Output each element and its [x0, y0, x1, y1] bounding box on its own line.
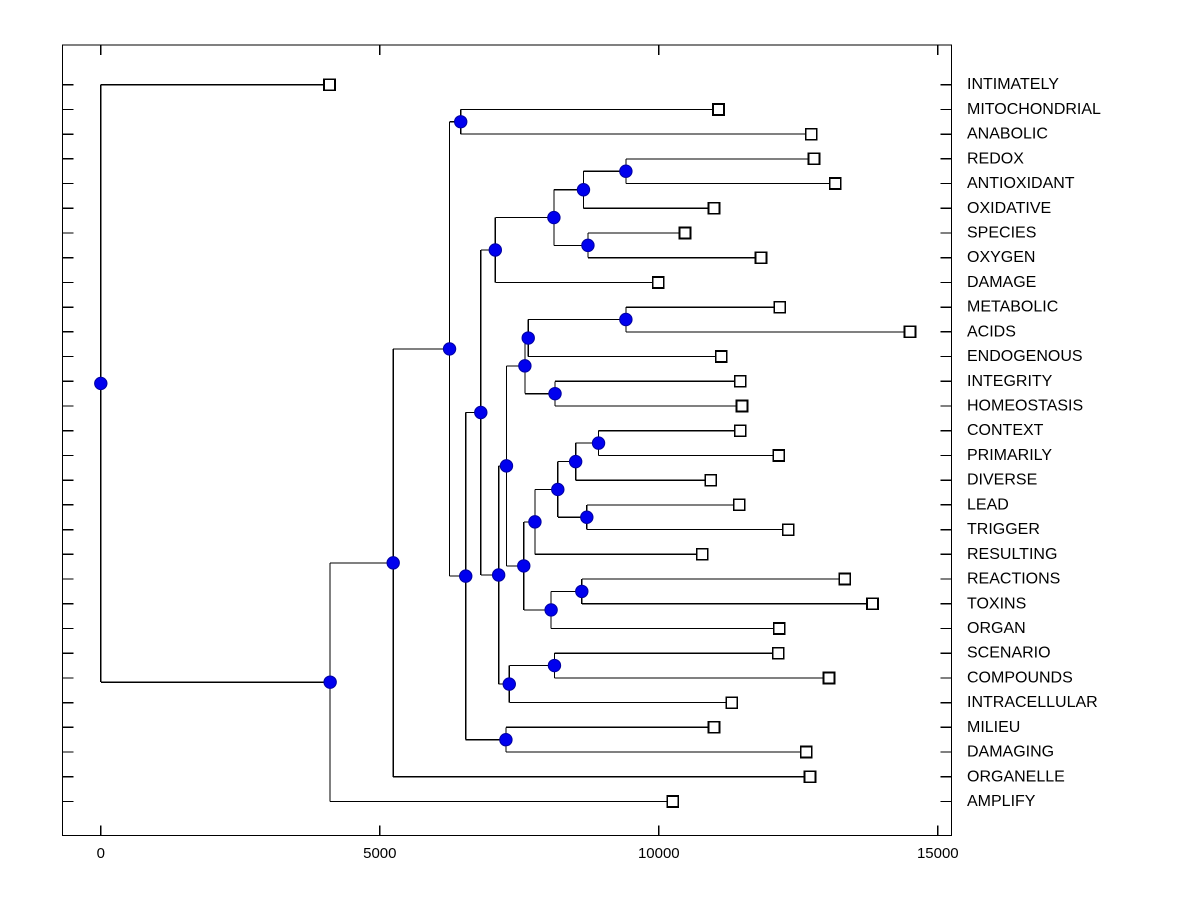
- internal-node-marker: [619, 312, 633, 327]
- leaf-label: OXYGEN: [967, 249, 1035, 266]
- plot-border: [61, 44, 953, 837]
- internal-node-marker: [548, 386, 562, 401]
- leaf-label: ACIDS: [967, 323, 1016, 340]
- leaf-node-marker: [733, 424, 747, 438]
- internal-node-marker: [591, 436, 606, 450]
- internal-node-marker: [528, 515, 542, 529]
- leaf-node-marker: [772, 449, 786, 462]
- leaf-label: CONTEXT: [967, 422, 1044, 439]
- leaf-label: DAMAGE: [967, 274, 1036, 291]
- leaf-node-marker: [781, 523, 795, 536]
- x-tick-label: 5000: [363, 845, 396, 862]
- leaf-label: ORGANELLE: [967, 768, 1065, 785]
- leaf-node-marker: [678, 226, 692, 240]
- internal-node-marker: [474, 405, 488, 420]
- internal-node-marker: [459, 569, 473, 583]
- leaf-node-marker: [799, 745, 813, 759]
- leaf-label: INTRACELLULAR: [967, 694, 1098, 711]
- leaf-label: ANTIOXIDANT: [967, 175, 1075, 192]
- internal-node-marker: [94, 376, 108, 391]
- leaf-node-marker: [804, 127, 818, 141]
- leaf-node-marker: [822, 671, 836, 685]
- leaf-node-marker: [666, 795, 680, 808]
- leaf-label: INTEGRITY: [967, 373, 1053, 390]
- leaf-node-marker: [707, 720, 721, 734]
- leaf-label: DAMAGING: [967, 744, 1054, 761]
- leaf-node-marker: [712, 103, 725, 116]
- leaf-node-marker: [807, 152, 821, 166]
- leaf-label: MILIEU: [967, 719, 1020, 736]
- internal-node-marker: [518, 359, 532, 373]
- internal-node-marker: [323, 675, 337, 689]
- x-tick-label: 15000: [917, 845, 959, 862]
- leaf-node-marker: [732, 498, 746, 512]
- leaf-label: AMPLIFY: [967, 793, 1036, 810]
- leaf-node-marker: [828, 177, 842, 190]
- leaf-label: SCENARIO: [967, 645, 1051, 662]
- leaf-node-marker: [707, 201, 721, 215]
- leaf-label: RESULTING: [967, 546, 1057, 563]
- leaf-node-marker: [704, 473, 718, 487]
- leaf-node-marker: [733, 374, 747, 388]
- leaf-label: LEAD: [967, 496, 1009, 513]
- internal-node-marker: [551, 482, 565, 497]
- internal-node-marker: [576, 183, 591, 197]
- leaf-node-marker: [772, 622, 786, 635]
- leaf-label: REDOX: [967, 150, 1024, 167]
- leaf-label: INTIMATELY: [967, 76, 1059, 93]
- leaf-node-marker: [725, 696, 739, 709]
- internal-node-marker: [619, 164, 633, 178]
- internal-node-marker: [568, 454, 583, 469]
- leaf-node-marker: [838, 572, 851, 586]
- leaf-node-marker: [771, 646, 785, 660]
- leaf-label: PRIMARILY: [967, 447, 1052, 464]
- x-tick-label: 0: [97, 845, 105, 862]
- internal-node-marker: [488, 243, 503, 257]
- internal-node-marker: [499, 733, 513, 747]
- internal-node-marker: [454, 115, 468, 129]
- internal-node-marker: [580, 510, 594, 524]
- internal-node-marker: [547, 658, 562, 673]
- internal-node-marker: [442, 342, 457, 356]
- leaf-node-marker: [714, 350, 728, 363]
- leaf-label: REACTIONS: [967, 571, 1060, 588]
- internal-node-marker: [502, 677, 516, 691]
- leaf-node-marker: [323, 78, 336, 92]
- leaf-label: COMPOUNDS: [967, 669, 1073, 686]
- leaf-label: TOXINS: [967, 595, 1026, 612]
- leaf-node-marker: [651, 276, 665, 289]
- leaf-label: DIVERSE: [967, 472, 1037, 489]
- x-tick-label: 10000: [638, 845, 680, 862]
- leaf-label: ENDOGENOUS: [967, 348, 1083, 365]
- internal-node-marker: [544, 603, 558, 617]
- leaf-label: ANABOLIC: [967, 126, 1048, 143]
- internal-node-marker: [575, 584, 589, 599]
- leaf-node-marker: [803, 770, 817, 784]
- leaf-node-marker: [735, 399, 749, 413]
- internal-node-marker: [581, 238, 595, 253]
- internal-node-marker: [517, 559, 531, 573]
- leaf-label: ORGAN: [967, 620, 1026, 637]
- internal-node-marker: [521, 331, 535, 345]
- leaf-label: METABOLIC: [967, 299, 1058, 316]
- internal-node-marker: [491, 568, 506, 582]
- leaf-label: OXIDATIVE: [967, 200, 1051, 217]
- leaf-node-marker: [695, 547, 709, 561]
- leaf-label: SPECIES: [967, 225, 1036, 242]
- leaf-node-marker: [773, 300, 787, 314]
- internal-node-marker: [499, 459, 514, 473]
- internal-node-marker: [547, 210, 561, 225]
- internal-node-marker: [386, 556, 400, 570]
- leaf-label: HOMEOSTASIS: [967, 398, 1083, 415]
- leaf-label: TRIGGER: [967, 521, 1040, 538]
- leaf-label: MITOCHONDRIAL: [967, 101, 1101, 118]
- leaf-node-marker: [754, 251, 768, 265]
- leaf-node-marker: [866, 597, 879, 611]
- leaf-node-marker: [903, 325, 917, 339]
